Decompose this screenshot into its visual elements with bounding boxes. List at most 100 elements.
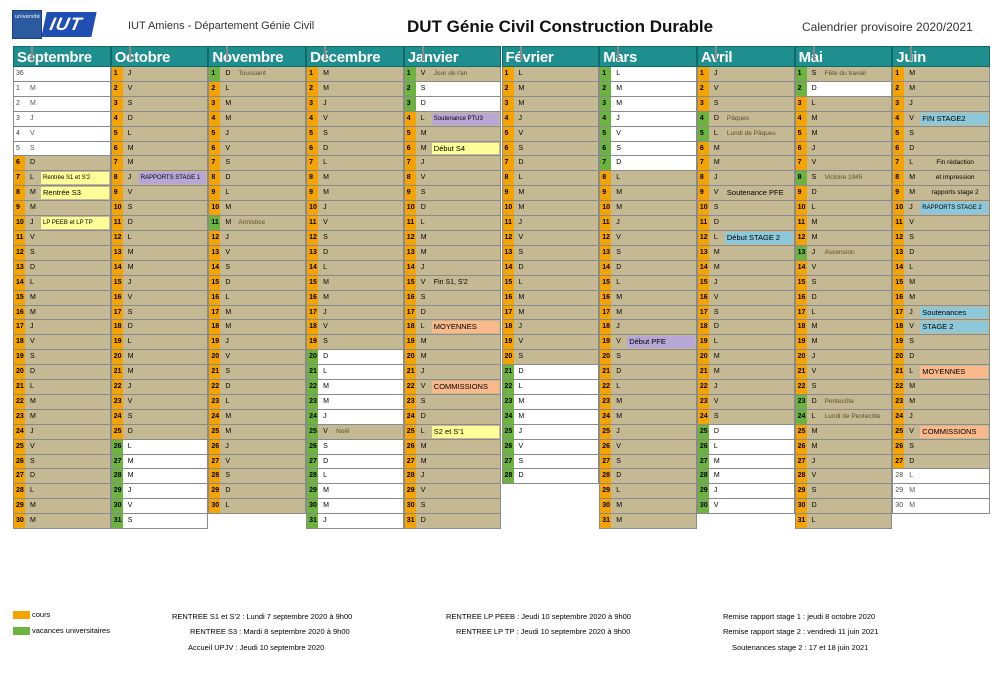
day-row: 17 J Soutenances [892,305,990,321]
day-letter: J [127,70,132,77]
day-row: 13 D [13,260,111,276]
day-row: 16 M [306,290,404,306]
day-number: 2 [795,81,807,96]
day-number: 13 [795,245,807,260]
day-row: 23 D Pentecôte [794,394,893,410]
day-letter: S [811,383,817,391]
day-letter: V [323,427,328,435]
day-letter: D [811,293,817,301]
day-row: 17 S [110,305,209,321]
day-letter: V [909,323,914,331]
day-row: 21 L [13,380,111,395]
day-letter: L [518,278,523,286]
day-number: 19 [795,335,807,350]
day-letter: D [30,472,36,480]
day-row: 12 J [208,230,307,246]
day-number: 22 [600,380,612,394]
day-letter: V [127,84,133,92]
event-label: S2 et S'1 [431,425,500,438]
day-letter: J [713,487,718,495]
day-row: 21 V [794,365,893,381]
day-number: 2 [697,81,709,96]
day-letter: L [30,383,34,391]
day-letter: M [323,397,329,405]
day-row: 15 J [696,275,795,291]
day-letter: S [616,457,621,465]
day-number: 14 [111,260,123,275]
day-row: 26 M [794,439,893,455]
day-row: 10 M [599,201,697,217]
day-number: 21 [600,365,612,380]
day-number: 25 [502,424,514,439]
day-row: 26 V [599,439,697,455]
legend: cours vacances universitaires RENTREE S1… [0,606,1008,676]
day-letter: D [323,144,329,152]
day-letter: D [909,457,915,465]
day-row: 18 M [208,320,307,336]
month-header: Mai [794,46,893,67]
day-letter: M [518,204,525,212]
day-number: 24 [795,409,807,424]
day-letter: M [420,442,427,450]
day-letter: M [225,427,232,435]
day-row: 30 M [13,514,111,530]
day-letter: D [30,368,36,376]
day-letter: V [420,278,426,286]
day-letter: M [616,84,623,92]
day-letter: S [616,144,621,152]
day-letter: L [225,502,230,510]
day-number: 2 [893,81,905,96]
day-letter: J [518,323,523,331]
day-letter: M [909,174,916,182]
day-number: 14 [14,275,25,290]
day-number: 6 [893,141,905,156]
day-letter: M [811,338,818,346]
day-number: 24 [209,409,221,424]
day-row: 18 D [696,320,795,336]
day-letter: L [811,308,816,316]
day-number: 18 [404,320,416,335]
day-row: 27 D [892,454,990,470]
month-header: Février [501,46,600,67]
day-row: 30 M [599,499,697,515]
day-letter: M [811,114,818,122]
day-row: 15 M [892,275,990,291]
day-row: 4 L Soutenance PTU3 [403,111,502,127]
day-letter: D [127,427,133,435]
day-row: 21 M [696,365,795,381]
event-label: RAPPORTS STAGE 1 [138,172,207,185]
day-number: 21 [697,365,709,380]
day-row: 12 S [13,245,111,261]
event-label: Soutenance PFE [724,187,793,200]
day-number: 12 [697,230,709,245]
day-number: 28 [14,484,25,499]
day-number: 19 [893,335,905,350]
event-label: et impression [935,174,975,182]
day-letter: D [518,472,524,480]
day-number: 23 [795,394,807,409]
day-letter: M [127,144,134,152]
day-letter: S [909,233,914,241]
day-letter: M [909,84,916,92]
day-number: 4 [307,111,319,126]
day-row: 15 S [794,275,893,291]
day-row: 31 S [110,514,209,530]
day-number: 1 [404,67,416,81]
info-rapport-1: Remise rapport stage 1 : jeudi 8 octobre… [723,612,876,621]
day-row: 17 M [208,305,307,321]
day-row: 14 L [892,260,990,276]
day-number: 36 [16,70,24,77]
day-letter: S [713,412,719,420]
day-number: 20 [697,350,709,365]
day-row: 13 M [403,245,502,261]
